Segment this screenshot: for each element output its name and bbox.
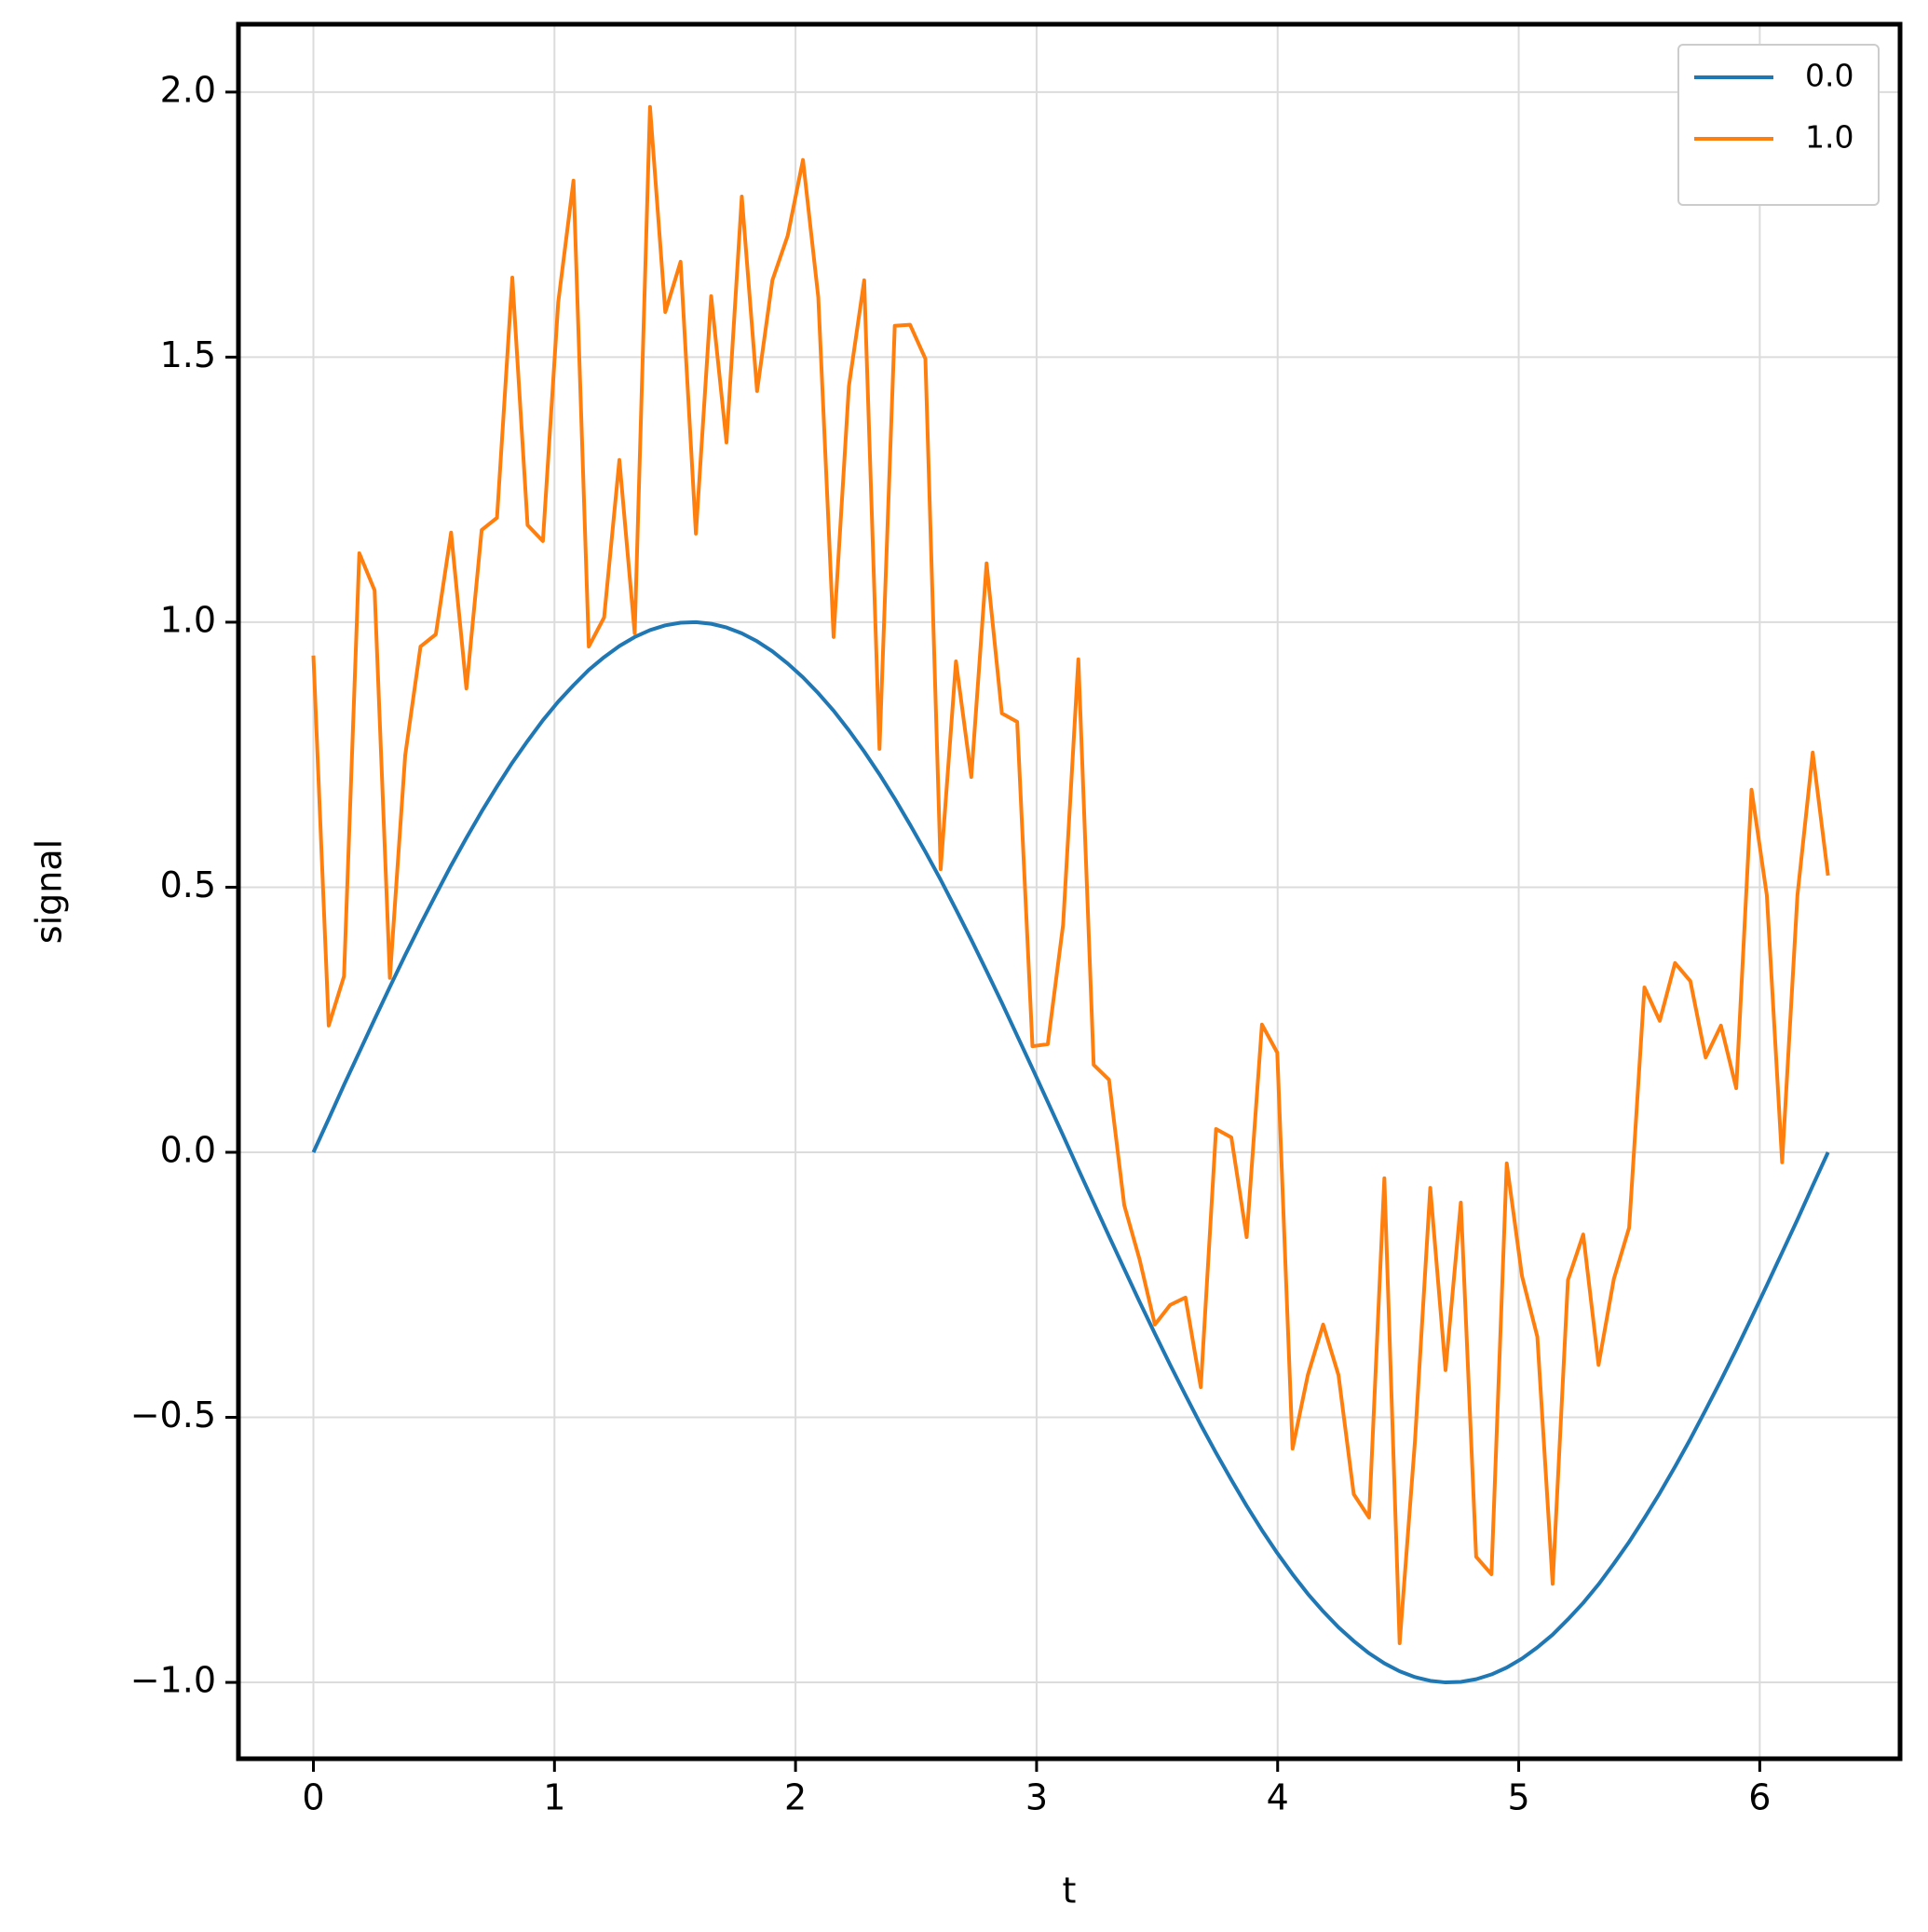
x-tick-label: 3 [1025, 1777, 1048, 1818]
y-tick-label: 0.5 [160, 864, 216, 905]
y-tick-label: 2.0 [160, 69, 216, 110]
series-line [311, 619, 1830, 1685]
x-tick-label: 5 [1507, 1777, 1529, 1818]
y-tick-label: 0.0 [160, 1129, 216, 1170]
legend-label: 1.0 [1805, 119, 1853, 156]
x-tick-label: 6 [1748, 1777, 1771, 1818]
x-tick-label: 4 [1267, 1777, 1289, 1818]
x-tick-label: 0 [302, 1777, 324, 1818]
y-tick-label: −0.5 [130, 1395, 216, 1435]
y-tick-label: 1.0 [160, 599, 216, 640]
y-tick-label: −1.0 [130, 1660, 216, 1701]
legend-label: 0.0 [1805, 58, 1853, 94]
y-axis-label: signal [29, 839, 70, 944]
plot-frame [236, 21, 1903, 1762]
x-axis-label: t [1063, 1871, 1077, 1912]
series-line [311, 104, 1830, 1645]
x-tick-label: 1 [543, 1777, 565, 1818]
y-tick-label: 1.5 [160, 334, 216, 375]
legend-box [1677, 44, 1880, 206]
x-tick-label: 2 [784, 1777, 807, 1818]
